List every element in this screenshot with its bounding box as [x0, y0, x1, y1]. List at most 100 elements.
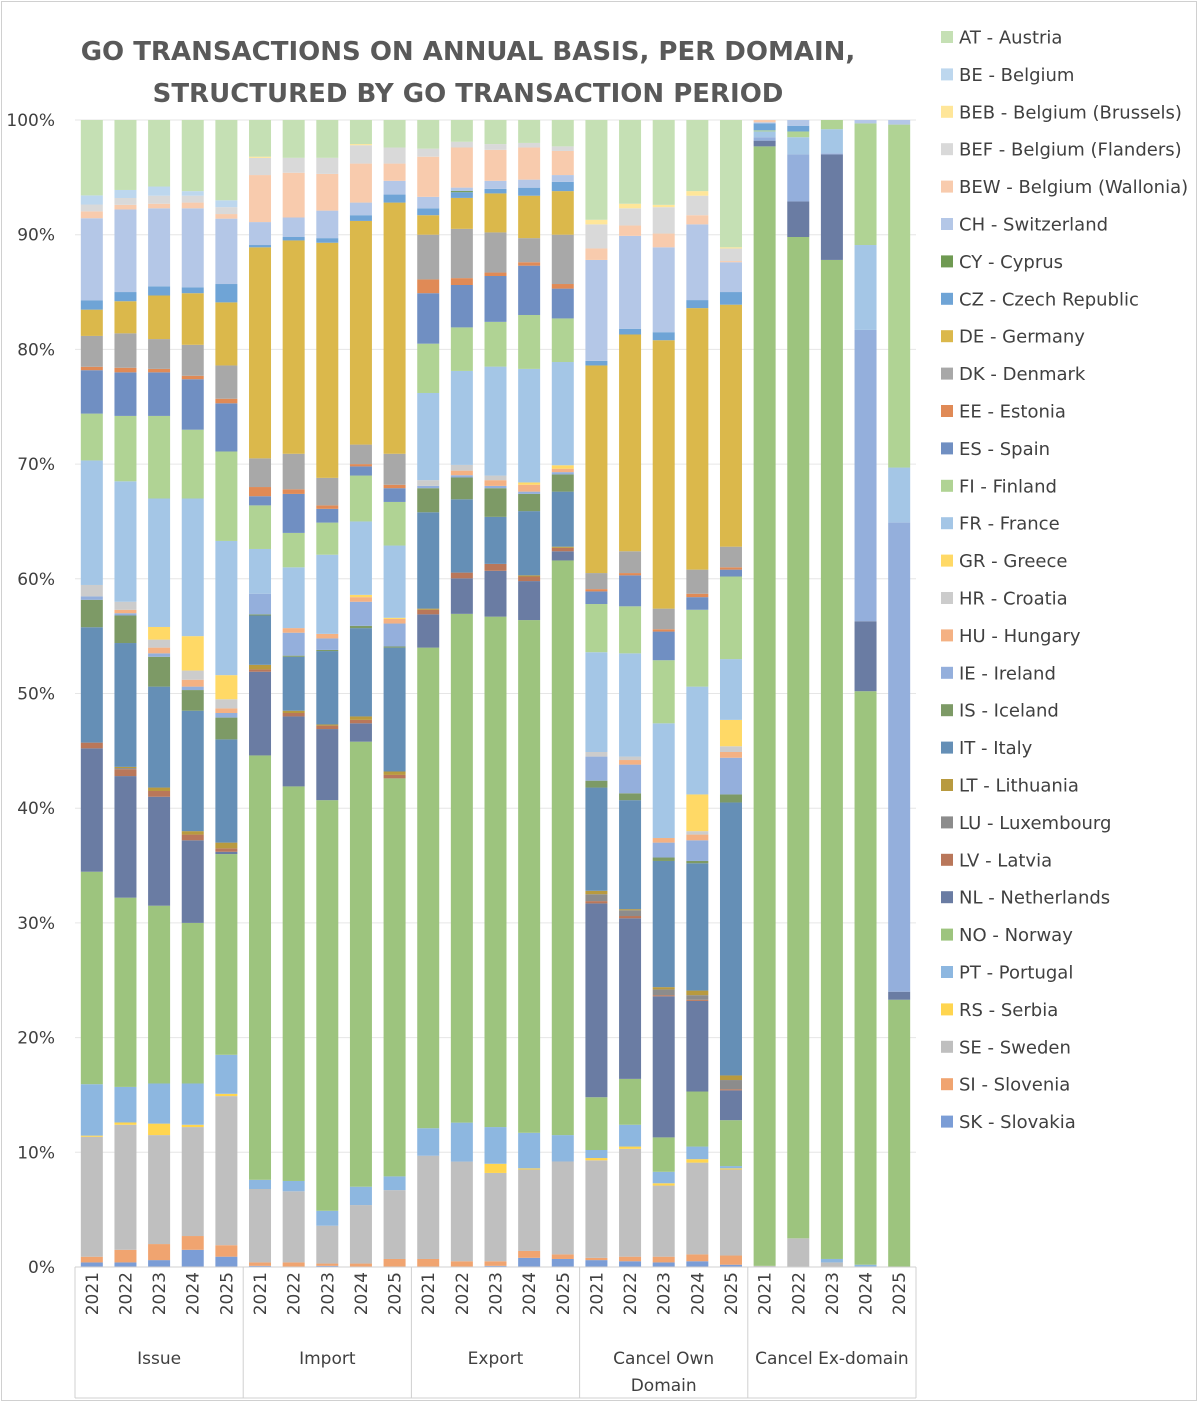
legend-swatch — [941, 928, 953, 941]
legend-swatch — [941, 218, 953, 230]
bar-segment — [585, 1158, 608, 1161]
bar-segment — [383, 202, 406, 454]
bar-segment — [686, 593, 709, 598]
bar-segment — [417, 343, 440, 393]
bar-segment — [215, 1245, 238, 1257]
bar-segment — [282, 236, 305, 241]
bar-segment — [80, 584, 103, 597]
bar-segment — [686, 609, 709, 687]
bar-segment — [820, 120, 843, 130]
bar-segment — [619, 328, 642, 335]
bar-segment — [619, 793, 642, 801]
bar-segment — [383, 1176, 406, 1191]
bar-segment — [686, 191, 709, 196]
bar-segment — [585, 751, 608, 757]
bar-segment — [619, 653, 642, 757]
bar-segment — [518, 1168, 541, 1170]
bar-segment — [518, 581, 541, 621]
bar-segment — [585, 894, 608, 902]
y-tick-label: 60% — [17, 570, 55, 590]
bar-segment — [518, 484, 541, 492]
bar-segment — [787, 137, 810, 155]
bar-segment — [383, 771, 406, 775]
bar-segment — [215, 854, 238, 1055]
bar-segment — [450, 1161, 473, 1262]
bar-segment — [686, 794, 709, 832]
bar-segment — [249, 614, 272, 616]
legend-entry: FI - Finland — [959, 476, 1057, 497]
bar-segment — [80, 204, 103, 212]
bar-segment — [551, 146, 574, 151]
legend-entry: DE - Germany — [959, 327, 1085, 348]
bar-segment — [249, 615, 272, 665]
bar-segment — [383, 120, 406, 148]
legend-swatch — [941, 1078, 953, 1091]
bar-segment — [114, 1124, 137, 1250]
bar-segment — [551, 318, 574, 363]
bar-segment — [686, 990, 709, 996]
bar-segment — [383, 646, 406, 648]
x-tick-year: 2022 — [453, 1272, 473, 1315]
bar-segment — [652, 1171, 675, 1184]
bar-segment — [215, 1054, 238, 1094]
legend-swatch — [941, 517, 953, 530]
bar-segment — [888, 522, 911, 992]
legend-entry: NL - Netherlands — [959, 888, 1110, 909]
bar-segment — [249, 458, 272, 488]
bar-segment — [316, 173, 339, 211]
bar-segment — [148, 1083, 171, 1124]
bar-segment — [316, 638, 339, 650]
bar-segment — [484, 193, 507, 233]
bar-segment — [518, 142, 541, 148]
bar-segment — [181, 498, 204, 637]
bar-segment — [719, 567, 742, 570]
y-tick-label: 0% — [28, 1258, 55, 1278]
legend-swatch — [941, 105, 953, 118]
bar-segment — [181, 636, 204, 671]
bar-segment — [518, 1250, 541, 1258]
bar-segment — [484, 120, 507, 145]
bar-segment — [114, 301, 137, 334]
bar-segment — [518, 576, 541, 582]
bar-segment — [114, 1249, 137, 1263]
bar-segment — [349, 1263, 372, 1267]
bar-segment — [518, 493, 541, 512]
bar-segment — [854, 621, 877, 692]
bar-segment — [349, 601, 372, 626]
bar-segment — [282, 453, 305, 490]
bar-segment — [484, 1261, 507, 1266]
bar-segment — [686, 834, 709, 841]
bar-segment — [148, 686, 171, 788]
bar-segment — [215, 214, 238, 219]
bar-segment — [585, 259, 608, 361]
bar-segment — [114, 333, 137, 368]
bar-segment — [383, 453, 406, 485]
x-tick-year: 2022 — [621, 1272, 641, 1315]
bar-segment — [652, 1137, 675, 1172]
bar-segment — [282, 240, 305, 454]
bar-segment — [619, 760, 642, 765]
legend-swatch — [941, 554, 953, 567]
bar-segment — [787, 201, 810, 237]
bar-segment — [181, 922, 204, 1084]
bar-segment — [585, 787, 608, 891]
chart-title-line-1: GO TRANSACTIONS ON ANNUAL BASIS, PER DOM… — [81, 37, 856, 67]
bar-segment — [719, 794, 742, 803]
bar-segment — [114, 776, 137, 898]
bar-segment — [417, 234, 440, 280]
bar-segment — [450, 278, 473, 286]
bar-segment — [551, 284, 574, 289]
bar-segment — [518, 1132, 541, 1169]
bar-segment — [114, 766, 137, 769]
bar-segment — [80, 366, 103, 371]
bar-segment — [820, 154, 843, 260]
bar-segment — [652, 838, 675, 843]
bar-segment — [349, 120, 372, 145]
bar-segment — [215, 739, 238, 843]
legend-swatch — [941, 31, 953, 43]
bar-segment — [753, 122, 776, 124]
bar-segment — [484, 232, 507, 273]
bar-segment — [686, 831, 709, 835]
bar-segment — [148, 647, 171, 654]
bar-segment — [854, 329, 877, 622]
